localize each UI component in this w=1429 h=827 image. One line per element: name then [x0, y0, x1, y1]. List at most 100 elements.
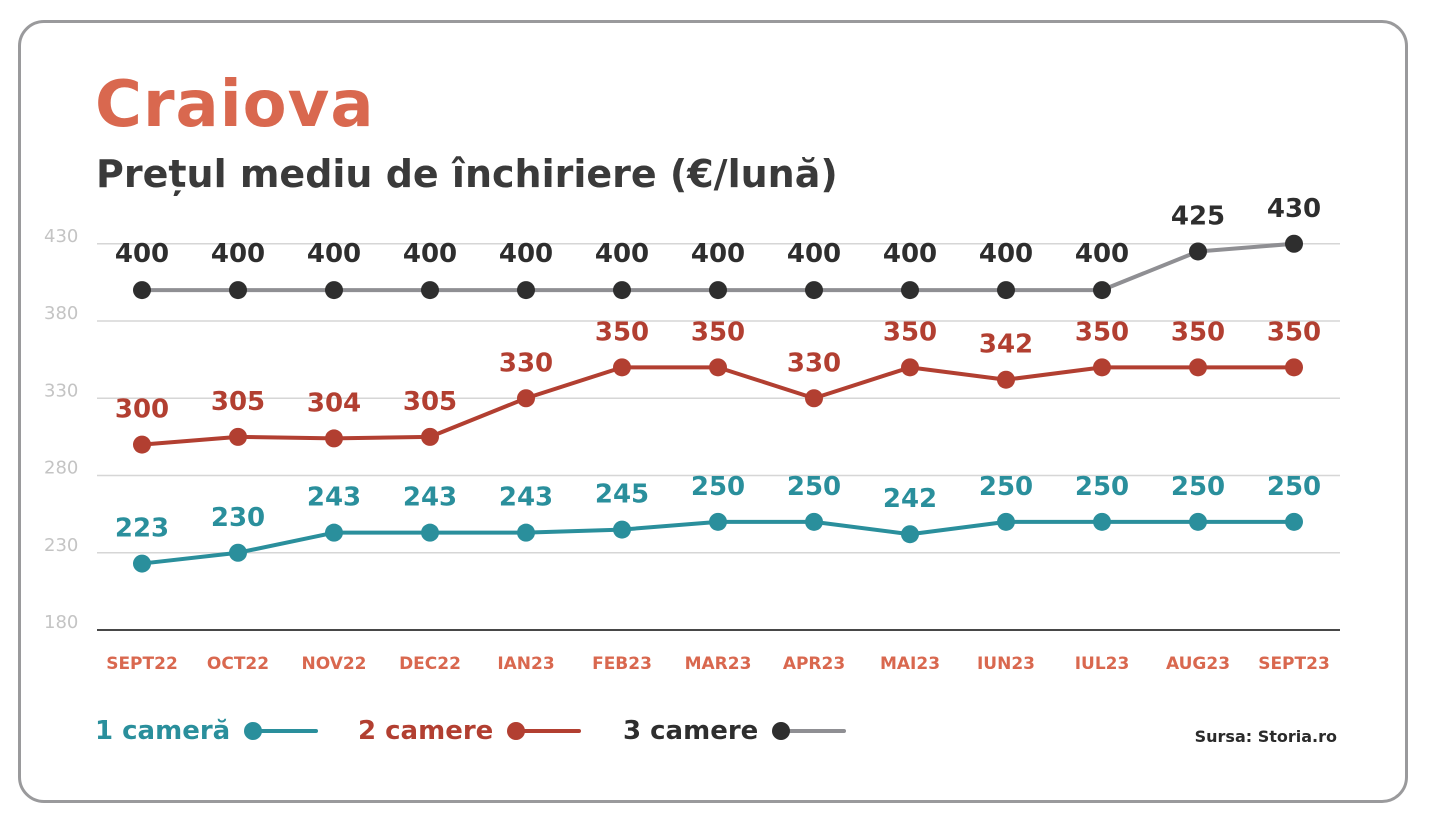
data-label-s3: 400 — [595, 239, 649, 269]
data-point-s3 — [901, 281, 919, 300]
y-tick-label: 280 — [44, 458, 78, 479]
data-label-s1: 242 — [883, 484, 937, 514]
data-point-s2 — [1285, 358, 1303, 377]
data-label-s1: 250 — [979, 472, 1033, 502]
data-label-s2: 350 — [595, 317, 649, 347]
data-label-s2: 330 — [499, 348, 553, 378]
data-point-s3 — [1285, 234, 1303, 253]
data-label-s3: 400 — [691, 239, 745, 269]
y-tick-label: 380 — [44, 303, 78, 324]
data-point-s3 — [709, 281, 727, 300]
data-point-s1 — [805, 512, 823, 531]
data-label-s3: 400 — [307, 239, 361, 269]
legend-item-3-camere: 3 camere — [623, 716, 847, 746]
data-point-s3 — [1189, 242, 1207, 261]
data-point-s1 — [421, 523, 439, 542]
data-point-s3 — [133, 281, 151, 300]
x-tick-label: IUL23 — [1075, 654, 1130, 674]
data-point-s2 — [901, 358, 919, 377]
data-label-s1: 250 — [691, 472, 745, 502]
data-label-s3: 400 — [403, 239, 457, 269]
data-label-s1: 250 — [1267, 472, 1321, 502]
data-point-s2 — [997, 370, 1015, 389]
legend-swatch-3-camere — [772, 721, 847, 741]
data-label-s3: 400 — [787, 239, 841, 269]
x-tick-label: IUN23 — [977, 654, 1035, 674]
data-label-s3: 430 — [1267, 194, 1321, 224]
x-tick-label: OCT22 — [207, 654, 269, 674]
legend-label-2-camere: 2 camere — [358, 716, 494, 746]
data-label-s2: 350 — [1171, 317, 1225, 347]
data-label-s2: 305 — [403, 387, 457, 417]
chart-card — [18, 20, 1408, 803]
y-tick-label: 180 — [44, 612, 78, 633]
data-label-s3: 400 — [979, 239, 1033, 269]
data-label-s2: 342 — [979, 330, 1033, 360]
data-label-s3: 400 — [115, 239, 169, 269]
data-label-s3: 400 — [211, 239, 265, 269]
chart-subtitle: Prețul mediu de închiriere (€/lună) — [96, 152, 838, 196]
data-point-s2 — [421, 427, 439, 446]
x-tick-label: DEC22 — [399, 654, 461, 674]
data-point-s1 — [1285, 512, 1303, 531]
data-point-s3 — [1093, 281, 1111, 300]
chart-title: Craiova — [95, 68, 375, 142]
data-point-s2 — [517, 389, 535, 408]
data-point-s2 — [229, 427, 247, 446]
data-point-s2 — [805, 389, 823, 408]
legend-label-3-camere: 3 camere — [623, 716, 759, 746]
x-tick-label: MAI23 — [880, 654, 940, 674]
data-point-s3 — [421, 281, 439, 300]
data-label-s2: 350 — [1267, 317, 1321, 347]
x-tick-label: IAN23 — [497, 654, 554, 674]
data-point-s1 — [709, 512, 727, 531]
data-point-s2 — [613, 358, 631, 377]
data-label-s2: 330 — [787, 348, 841, 378]
x-tick-label: NOV22 — [301, 654, 366, 674]
data-label-s2: 305 — [211, 387, 265, 417]
y-tick-label: 430 — [44, 226, 78, 247]
legend-label-1-camera: 1 cameră — [95, 716, 231, 746]
legend-swatch-1-camera — [244, 721, 319, 741]
x-tick-label: MAR23 — [685, 654, 752, 674]
data-point-s3 — [805, 281, 823, 300]
data-point-s2 — [133, 435, 151, 454]
data-point-s2 — [709, 358, 727, 377]
data-label-s2: 350 — [883, 317, 937, 347]
data-label-s1: 223 — [115, 514, 169, 544]
data-label-s2: 350 — [1075, 317, 1129, 347]
data-label-s3: 400 — [883, 239, 937, 269]
data-point-s1 — [229, 543, 247, 562]
data-point-s1 — [1093, 512, 1111, 531]
data-point-s1 — [517, 523, 535, 542]
data-point-s3 — [613, 281, 631, 300]
data-label-s3: 400 — [1075, 239, 1129, 269]
y-tick-label: 230 — [44, 535, 78, 556]
data-label-s2: 300 — [115, 395, 169, 425]
data-point-s1 — [325, 523, 343, 542]
data-point-s1 — [901, 525, 919, 544]
legend-swatch-2-camere — [507, 721, 582, 741]
x-tick-label: APR23 — [783, 654, 845, 674]
data-label-s1: 243 — [499, 483, 553, 513]
x-tick-label: SEPT22 — [106, 654, 178, 674]
data-label-s1: 243 — [307, 483, 361, 513]
data-label-s3: 425 — [1171, 201, 1225, 231]
data-point-s3 — [517, 281, 535, 300]
data-point-s2 — [1189, 358, 1207, 377]
data-label-s1: 250 — [787, 472, 841, 502]
data-point-s1 — [997, 512, 1015, 531]
x-tick-label: SEPT23 — [1258, 654, 1330, 674]
data-label-s1: 230 — [211, 503, 265, 533]
x-tick-label: AUG23 — [1166, 654, 1230, 674]
data-point-s3 — [325, 281, 343, 300]
data-label-s1: 250 — [1075, 472, 1129, 502]
source-note: Sursa: Storia.ro — [1194, 727, 1337, 746]
data-point-s1 — [1189, 512, 1207, 531]
data-label-s1: 250 — [1171, 472, 1225, 502]
data-point-s3 — [229, 281, 247, 300]
x-tick-label: FEB23 — [592, 654, 652, 674]
data-label-s1: 245 — [595, 480, 649, 510]
data-label-s1: 243 — [403, 483, 457, 513]
